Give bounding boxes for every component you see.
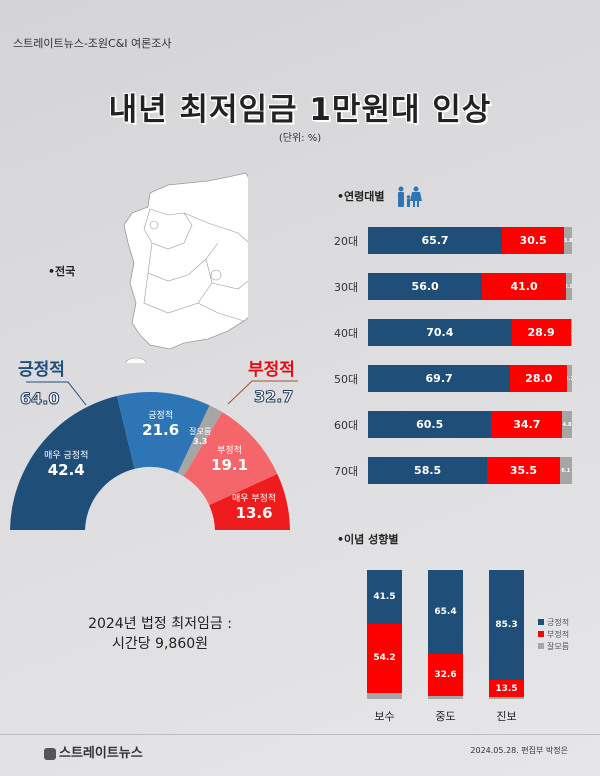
bar-segment: 69.7 bbox=[368, 365, 511, 392]
age-bar: 58.5 35.5 6.1 bbox=[368, 457, 572, 484]
ideology-label: 보수 bbox=[374, 710, 395, 723]
ideology-legend: 긍정적 부정적 잘모름 bbox=[538, 617, 569, 653]
positive-title: 긍정적 bbox=[18, 360, 65, 380]
donut-label: 매우 긍정적 42.4 bbox=[44, 451, 89, 480]
korea-map-icon bbox=[123, 172, 248, 363]
footer-divider bbox=[0, 734, 600, 735]
brand-logo: 스트레이트뉴스 bbox=[44, 742, 143, 761]
donut-segment bbox=[116, 392, 210, 474]
bar-segment: 60.5 bbox=[368, 411, 492, 438]
age-row: 50대 69.728.02.2 bbox=[334, 365, 574, 392]
bar-segment: 3.8 bbox=[564, 227, 572, 254]
survey-source: 스트레이트뉴스-조원C&I 여론조사 bbox=[13, 37, 172, 50]
ideology-label: 중도 bbox=[435, 710, 456, 723]
age-section-label: •연령대별 bbox=[337, 190, 385, 203]
bar-segment: 65.7 bbox=[368, 227, 503, 254]
bar-segment: 28.9 bbox=[511, 319, 571, 346]
bar-segment bbox=[489, 697, 524, 699]
donut-segment bbox=[209, 473, 290, 530]
bar-segment: 56.0 bbox=[368, 273, 483, 300]
footer-credit: 2024.05.28. 편집부 박정은 bbox=[470, 746, 568, 755]
bar-segment bbox=[428, 696, 463, 699]
bar-segment: 0.7 bbox=[570, 319, 572, 346]
bar-segment: 41.0 bbox=[482, 273, 566, 300]
age-label: 50대 bbox=[334, 373, 359, 386]
age-label: 20대 bbox=[334, 235, 359, 248]
unit-label: (단위: %) bbox=[278, 133, 322, 144]
age-label: 70대 bbox=[334, 465, 359, 478]
ideology-section-title: •이념 성향별 bbox=[337, 533, 399, 546]
donut-label: 긍정적 21.6 bbox=[142, 411, 180, 440]
ideology-bar: 65.4 32.6 bbox=[428, 570, 463, 699]
age-label: 60대 bbox=[334, 419, 359, 432]
min-wage-line2: 시간당 9,860원 bbox=[111, 636, 209, 652]
age-row: 40대 70.428.90.7 bbox=[334, 319, 574, 346]
negative-title: 부정적 bbox=[248, 360, 295, 380]
bar-segment: 13.5 bbox=[489, 680, 524, 698]
bar-segment: 70.4 bbox=[368, 319, 512, 346]
age-bar: 56.0 41.0 2.9 bbox=[368, 273, 572, 300]
age-label: 30대 bbox=[334, 281, 359, 294]
bar-segment: 6.1 bbox=[559, 457, 572, 484]
bar-segment: 4.8 bbox=[562, 411, 572, 438]
legend-item-unknown: 잘모름 bbox=[538, 641, 569, 653]
positive-total: 64.0 bbox=[19, 389, 60, 409]
bar-segment: 30.5 bbox=[502, 227, 565, 254]
age-bar: 69.728.02.2 bbox=[368, 365, 572, 392]
negative-total: 32.7 bbox=[253, 387, 294, 407]
min-wage-note: 2024년 법정 최저임금 : 시간당 9,860원 bbox=[0, 614, 320, 654]
family-icon bbox=[398, 186, 423, 207]
age-bar: 65.7 30.5 3.8 bbox=[368, 227, 572, 254]
ideology-bar: 41.5 54.2 bbox=[367, 570, 402, 699]
ideology-bar: 85.3 13.5 bbox=[489, 570, 524, 699]
bar-segment bbox=[367, 693, 402, 699]
donut-label: 매우 부정적 13.6 bbox=[231, 494, 277, 523]
min-wage-line1: 2024년 법정 최저임금 : bbox=[88, 616, 232, 632]
legend-item-negative: 부정적 bbox=[538, 629, 569, 641]
age-bar: 70.428.90.7 bbox=[368, 319, 572, 346]
donut-segment bbox=[177, 405, 223, 477]
bar-segment: 58.5 bbox=[368, 457, 488, 484]
age-row: 60대 60.5 34.7 4.8 bbox=[334, 411, 574, 438]
bar-segment: 32.6 bbox=[428, 654, 463, 697]
bar-segment: 85.3 bbox=[489, 570, 524, 681]
bar-segment: 35.5 bbox=[487, 457, 560, 484]
logo-icon bbox=[44, 747, 56, 760]
bar-segment: 2.9 bbox=[565, 273, 572, 300]
donut-label: 부정적 19.1 bbox=[211, 446, 249, 475]
donut-label: 잘모름 3.3 bbox=[189, 427, 212, 447]
ideology-label: 진보 bbox=[496, 710, 517, 723]
bar-segment: 28.0 bbox=[510, 365, 568, 392]
bar-segment: 34.7 bbox=[491, 411, 563, 438]
age-row: 30대 56.0 41.0 2.9 bbox=[334, 273, 574, 300]
bar-segment: 65.4 bbox=[428, 570, 463, 655]
age-row: 20대 65.7 30.5 3.8 bbox=[334, 227, 574, 254]
bar-segment: 41.5 bbox=[367, 570, 402, 624]
age-label: 40대 bbox=[334, 327, 359, 340]
age-bar: 60.5 34.7 4.8 bbox=[368, 411, 572, 438]
legend-item-positive: 긍정적 bbox=[538, 617, 569, 629]
age-row: 70대 58.5 35.5 6.1 bbox=[334, 457, 574, 484]
national-half-donut bbox=[10, 380, 298, 530]
national-label: •전국 bbox=[48, 265, 76, 278]
bar-segment: 54.2 bbox=[367, 623, 402, 694]
page-title: 내년 최저임금 1만원대 인상 bbox=[108, 92, 492, 128]
donut-segment bbox=[183, 412, 278, 506]
age-section-title: •연령대별 bbox=[337, 186, 424, 208]
bar-segment: 2.2 bbox=[567, 365, 572, 392]
donut-segment bbox=[10, 395, 135, 530]
